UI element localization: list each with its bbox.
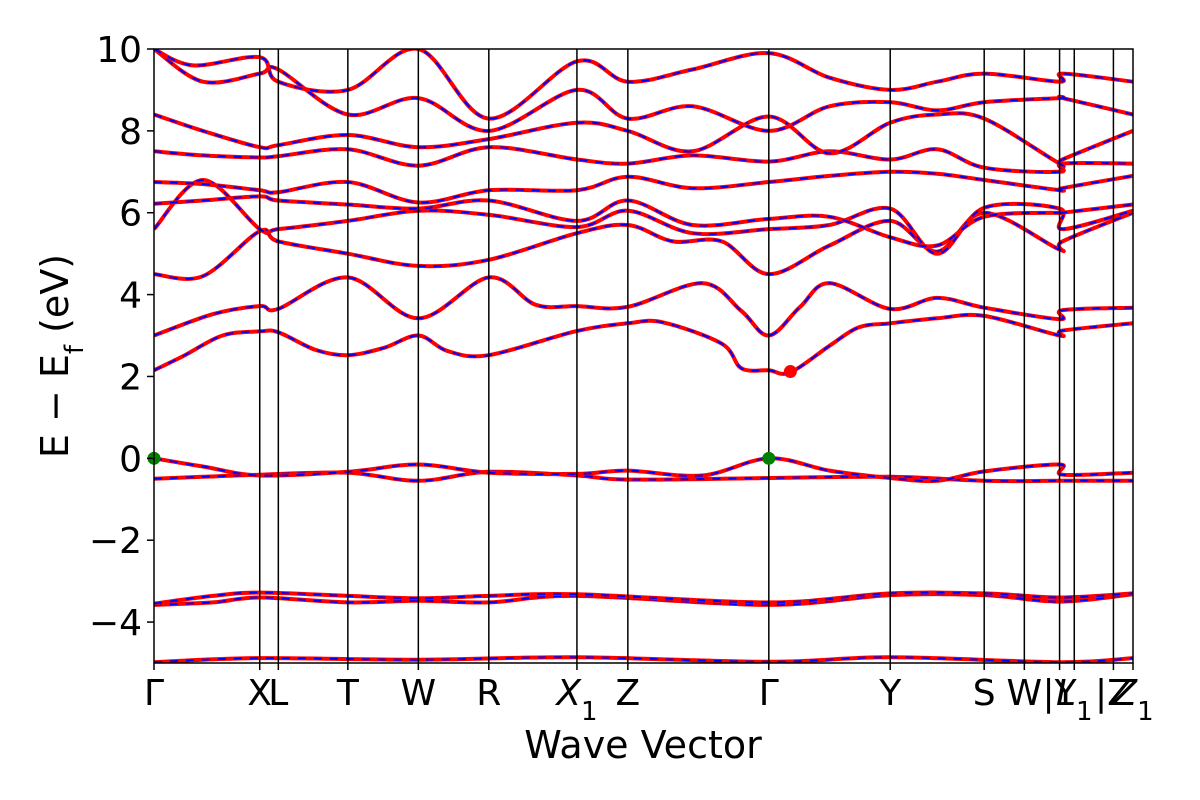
y-tick-label-7: 10 [96,30,142,71]
x-tick-label-4: W [401,673,437,714]
x-tick-label-3: T [336,673,360,714]
y-tick-label-5: 6 [119,194,142,235]
x-tick-label-14: |Z [1095,673,1132,714]
x-tick-label-10: S [973,673,996,714]
x-tick-label-7: Z [616,673,641,714]
x-tick-label-2: L [268,673,288,714]
y-axis-label-unit: (eV) [33,254,77,345]
x-tick-label-5: R [476,673,501,714]
x-tick-label-15: Z1 [1111,673,1153,727]
bands-layer [154,49,1133,663]
y-tick-label-1: −2 [89,521,142,562]
y-axis-label: E − Ef (eV) [33,254,90,458]
extremum-marker-2 [783,365,797,379]
band-5-outer [154,312,1133,376]
y-axis-label-main: E − E [33,354,77,458]
band-9-inner [154,195,1133,248]
y-tick-label-0: −4 [89,603,142,644]
markers-layer [147,365,797,465]
y-axis-label-sub: f [60,344,90,354]
y-tick-label-4: 4 [119,276,142,317]
x-tick-label-1: X [247,673,272,714]
band-11-outer [154,145,1133,175]
y-axis: −4 −2 0 2 4 6 8 10 [89,30,154,644]
y-tick-label-3: 2 [119,357,142,398]
x-tick-label-8: Γ [759,673,779,714]
band-0-inner [154,656,1133,663]
y-tick-label-6: 8 [119,112,142,153]
band-3-inner [154,470,1133,483]
band-11-inner [154,146,1133,174]
band-6-outer [154,275,1133,338]
x-tick-label-0: Γ [144,673,164,714]
x-tick-label-6: X1 [554,673,597,727]
band-12-outer [154,111,1133,169]
kpoint-lines [258,49,1115,663]
band-7-outer [154,210,1133,281]
y-tick-label-2: 0 [119,439,142,480]
x-axis: Γ XL T W R X1 Z Γ Y S W |YL1 |ZZ1 [144,663,1154,727]
band-6-inner [154,276,1133,337]
band-4-outer [154,456,1133,484]
band-10-inner [154,170,1133,204]
x-tick-label-12: |Y [1043,673,1078,714]
band-5-inner [154,313,1133,375]
x-tick-label-13: L1 [1056,673,1093,727]
x-tick-label-11: W [1007,673,1043,714]
x-axis-label: Wave Vector [524,723,762,767]
x-tick-label-9: Y [878,673,902,714]
extremum-marker-1 [762,451,776,465]
plot-frame [153,48,1134,664]
band-8-inner [154,178,1133,255]
